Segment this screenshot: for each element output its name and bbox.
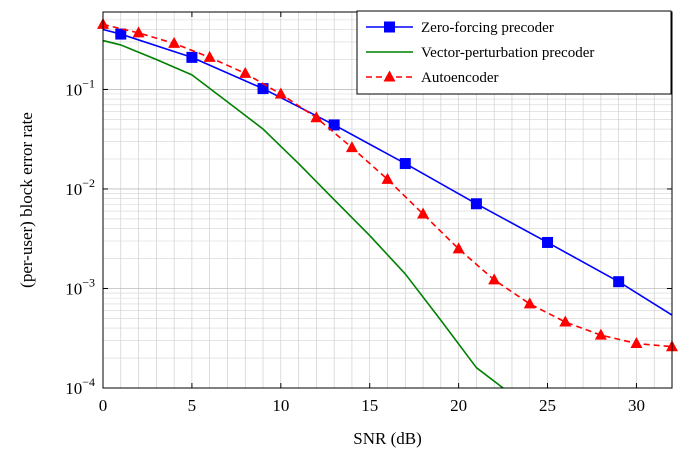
square-marker — [115, 28, 127, 40]
triangle-marker — [239, 66, 252, 78]
x-axis-label: SNR (dB) — [353, 429, 421, 448]
triangle-marker — [417, 207, 430, 219]
square-marker — [470, 198, 482, 210]
square-marker — [542, 236, 554, 248]
square-marker — [328, 119, 340, 131]
triangle-marker — [559, 315, 572, 327]
x-tick-label: 30 — [628, 396, 645, 415]
series-line — [102, 23, 673, 348]
series-layer — [97, 17, 678, 389]
y-tick-label: 10−4 — [65, 375, 95, 398]
y-axis-label: (per-user) block error rate — [17, 112, 36, 288]
x-tick-label: 20 — [450, 396, 467, 415]
x-tick-label: 25 — [539, 396, 556, 415]
series-zero-forcing-precoder — [102, 28, 673, 316]
square-marker — [399, 158, 411, 170]
ticks: 0 5 10 15 20 25 30 10−4 10−3 10−2 10−1 — [65, 12, 672, 415]
y-tick-label: 10−1 — [65, 76, 95, 99]
x-tick-label: 15 — [361, 396, 378, 415]
legend-entry: Autoencoder — [366, 70, 498, 86]
triangle-marker — [488, 273, 501, 285]
series-autoencoder — [97, 17, 678, 352]
legend-label: Zero-forcing precoder — [421, 20, 554, 36]
legend-entry: Vector-perturbation precoder — [366, 45, 594, 61]
triangle-marker — [132, 26, 145, 38]
triangle-marker — [168, 36, 181, 48]
triangle-marker — [310, 111, 323, 123]
triangle-marker — [274, 87, 287, 99]
triangle-marker — [594, 328, 607, 340]
legend-label: Vector-perturbation precoder — [421, 45, 594, 61]
series-vector-perturbation-precoder — [102, 39, 504, 389]
x-tick-label: 5 — [188, 396, 197, 415]
series-line — [102, 28, 673, 316]
legend-label: Autoencoder — [421, 70, 498, 86]
legend: Zero-forcing precoder Vector-perturbation… — [356, 10, 672, 95]
square-marker — [257, 83, 269, 95]
legend-entry: Zero-forcing precoder — [366, 20, 554, 36]
triangle-marker — [345, 141, 358, 153]
square-marker — [384, 21, 395, 33]
y-tick-label: 10−3 — [65, 275, 95, 298]
triangle-marker — [523, 297, 536, 309]
triangle-marker — [452, 242, 465, 254]
triangle-marker — [630, 336, 643, 348]
triangle-marker — [203, 50, 216, 62]
series-line — [102, 39, 504, 389]
square-marker — [186, 51, 198, 63]
y-tick-label: 10−2 — [65, 176, 95, 199]
triangle-marker — [381, 172, 394, 184]
x-tick-label: 10 — [272, 396, 289, 415]
triangle-marker — [383, 70, 396, 82]
square-marker — [613, 276, 625, 288]
x-tick-label: 0 — [99, 396, 108, 415]
